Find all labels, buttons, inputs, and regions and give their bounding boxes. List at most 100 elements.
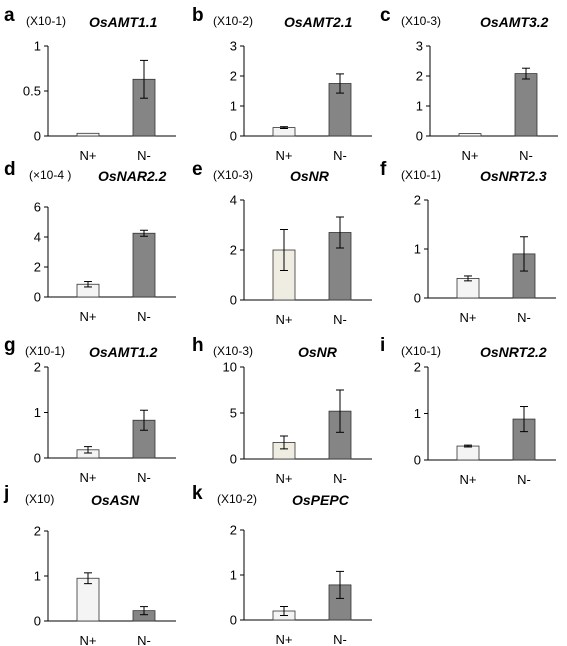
y-tick-label: 1	[34, 405, 41, 420]
chart-plot: 0 2 4 N+ N-	[230, 193, 372, 327]
chart-plot: 0 5 10 N+ N-	[223, 360, 372, 486]
y-tick-label: 0	[414, 291, 421, 306]
scale-unit-label: (X10-3)	[401, 14, 442, 28]
chart-title: OsAMT1.1	[89, 14, 158, 30]
y-tick-label: 0	[34, 614, 41, 629]
x-tick-label: N+	[462, 148, 479, 163]
y-tick-label: 2	[34, 524, 41, 539]
x-tick-label: N+	[80, 148, 97, 163]
y-tick-label: 3	[416, 39, 423, 54]
x-tick-label: N-	[517, 472, 531, 487]
y-tick-label: 0	[34, 129, 41, 144]
y-tick-label: 2	[230, 243, 237, 258]
y-tick-label: 2	[34, 260, 41, 275]
scale-unit-label: (X10-1)	[25, 344, 66, 358]
y-tick-label: 0	[416, 129, 423, 144]
x-tick-label: N+	[276, 148, 293, 163]
panel-label: k	[192, 483, 203, 504]
chart-panel-k: k (X10-2) OsPEPC 0 1 2 N+ N-	[192, 483, 377, 646]
y-tick-label: 1	[34, 569, 41, 584]
x-tick-label: N+	[460, 310, 477, 325]
panel-label: c	[380, 5, 391, 26]
x-tick-label: N-	[517, 310, 531, 325]
y-tick-label: 0	[414, 453, 421, 468]
y-tick-label: 0	[230, 293, 237, 308]
y-tick-label: 0	[230, 129, 237, 144]
chart-title: OsNR	[290, 168, 329, 184]
y-tick-label: 4	[230, 193, 237, 208]
bar-n-plus	[458, 133, 482, 137]
y-tick-label: 2	[416, 69, 423, 84]
bar-n-plus	[76, 577, 100, 622]
x-tick-label: N+	[276, 471, 293, 486]
scale-unit-label: (X10-3)	[213, 344, 254, 358]
chart-panel-c: c (X10-3) OsAMT3.2 0 1 2 3 N+ N-	[380, 6, 565, 166]
x-tick-label: N+	[80, 633, 97, 646]
x-tick-label: N+	[276, 312, 293, 327]
x-tick-label: N+	[460, 472, 477, 487]
bar-n-minus	[132, 232, 156, 298]
y-tick-label: 1	[414, 406, 421, 421]
scale-unit-label: (X10-1)	[401, 168, 442, 182]
scale-unit-label: (X10-2)	[213, 14, 254, 28]
x-tick-label: N-	[137, 470, 151, 485]
bar-n-minus	[514, 73, 538, 137]
y-tick-label: 4	[34, 230, 41, 245]
x-tick-label: N+	[80, 309, 97, 324]
chart-title: OsNAR2.2	[98, 168, 167, 184]
chart-plot: 0 0.5 1 N+ N-	[23, 39, 176, 163]
y-tick-label: 6	[34, 200, 41, 215]
chart-panel-h: h (X10-3) OsNR 0 5 10 N+ N-	[192, 336, 377, 496]
panel-label: h	[192, 335, 204, 356]
y-tick-label: 2	[414, 360, 421, 375]
y-tick-label: 10	[223, 360, 237, 375]
y-tick-label: 2	[230, 69, 237, 84]
chart-panel-e: e (X10-3) OsNR 0 2 4 N+ N-	[192, 160, 377, 327]
y-tick-label: 1	[230, 568, 237, 583]
y-tick-label: 0	[34, 451, 41, 466]
chart-panel-j: j (X10) OsASN 0 1 2 N+ N-	[4, 483, 189, 646]
chart-plot: 0 1 2 N+ N-	[414, 360, 556, 487]
scale-unit-label: (×10-4 )	[29, 168, 72, 182]
scale-unit-label: (X10)	[25, 492, 55, 506]
y-tick-label: 1	[230, 99, 237, 114]
chart-panel-d: d (×10-4 ) OsNAR2.2 0 2 4 6 N+ N-	[4, 159, 189, 324]
y-tick-label: 2	[230, 523, 237, 538]
chart-panel-i: i (X10-1) OsNRT2.2 0 1 2 N+ N-	[380, 336, 565, 496]
x-tick-label: N-	[333, 632, 347, 646]
y-tick-label: 3	[230, 39, 237, 54]
y-tick-label: 1	[34, 39, 41, 54]
bar-n-plus	[76, 132, 100, 137]
chart-panel-b: b (X10-2) OsAMT2.1 0 1 2 3 N+ N-	[192, 6, 377, 166]
x-tick-label: N-	[333, 148, 347, 163]
panel-label: g	[4, 335, 16, 356]
bar-n-plus	[456, 445, 480, 461]
y-tick-label: 0	[230, 613, 237, 628]
panel-label: a	[4, 5, 15, 26]
scale-unit-label: (X10-1)	[401, 344, 442, 358]
scale-unit-label: (X10-3)	[213, 168, 254, 182]
y-tick-label: 2	[414, 193, 421, 208]
chart-plot: 0 1 2 3 N+ N-	[416, 39, 558, 163]
panel-label: d	[4, 159, 16, 180]
x-tick-label: N-	[333, 312, 347, 327]
x-tick-label: N+	[276, 632, 293, 646]
chart-plot: 0 1 2 3 N+ N-	[230, 39, 372, 163]
chart-title: OsNR	[298, 344, 337, 360]
scale-unit-label: (X10-2)	[217, 492, 258, 506]
y-tick-label: 1	[414, 242, 421, 257]
panel-label: f	[380, 159, 387, 180]
chart-panel-f: f (X10-1) OsNRT2.3 0 1 2 N+ N-	[380, 159, 565, 325]
y-tick-label: 1	[416, 99, 423, 114]
y-tick-label: 2	[34, 360, 41, 375]
x-tick-label: N-	[137, 633, 151, 646]
chart-plot: 0 1 2 N+ N-	[34, 360, 176, 485]
chart-plot: 0 1 2 N+ N-	[34, 524, 176, 646]
chart-panel-g: g (X10-1) OsAMT1.2 0 1 2 N+ N-	[4, 336, 189, 496]
chart-plot: 0 1 2 N+ N-	[230, 523, 372, 646]
chart-title: OsPEPC	[292, 492, 349, 508]
panel-label: j	[4, 483, 10, 504]
panel-label: i	[380, 335, 386, 356]
x-tick-label: N-	[519, 148, 533, 163]
panel-label: b	[192, 5, 204, 26]
